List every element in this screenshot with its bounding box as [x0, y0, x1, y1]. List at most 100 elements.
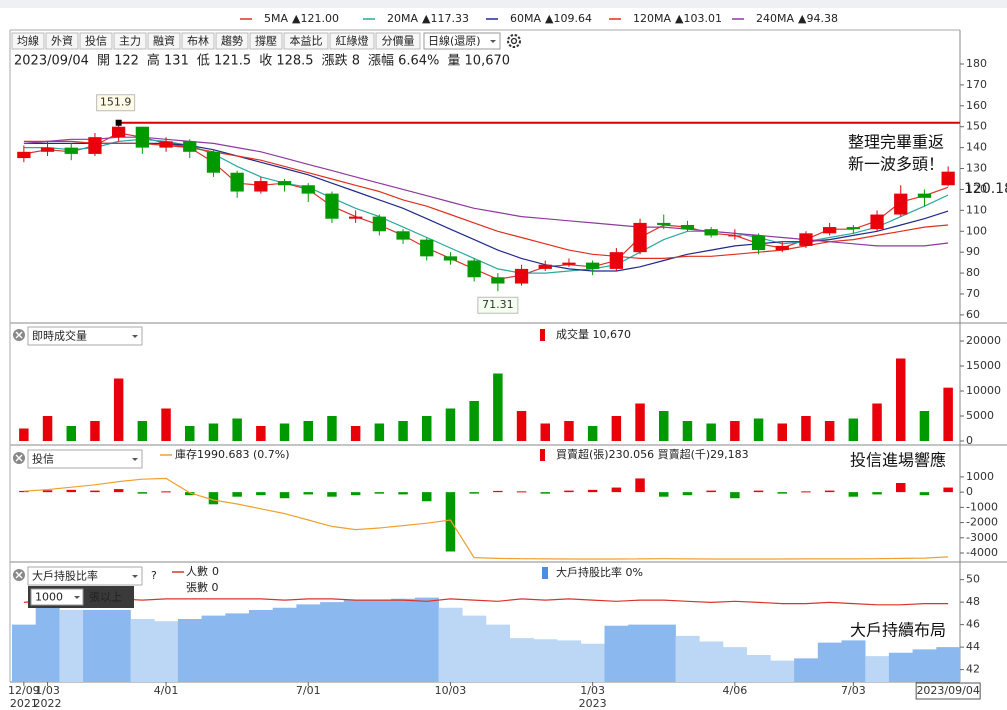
holding-bar — [272, 607, 297, 682]
net-buy-bar — [350, 492, 361, 496]
net-buy-bar — [161, 491, 171, 493]
toolbar-button[interactable] — [11, 32, 45, 50]
volume-bar — [682, 421, 693, 441]
legend-swatch — [540, 449, 545, 461]
x-tick-label: 4/06 — [722, 684, 747, 697]
volume-bar — [398, 421, 408, 441]
candle-body — [680, 224, 695, 230]
period-dropdown[interactable] — [423, 32, 501, 50]
y-tick-label: 50 — [966, 573, 980, 586]
toolbar-button[interactable] — [79, 32, 113, 50]
threshold-value: 1000 — [35, 591, 63, 604]
candle-body — [657, 222, 671, 225]
net-buy-bar — [66, 489, 76, 493]
x-tick-label: 2023/09/04 — [916, 684, 979, 697]
volume-bar — [303, 421, 313, 441]
holding-bar — [225, 613, 250, 682]
threshold-dropdown[interactable] — [30, 588, 84, 606]
period-dropdown-label: 日線(還原) — [428, 34, 481, 48]
toolbar-button-label: 趨勢 — [221, 34, 243, 48]
volume-bar — [516, 411, 527, 441]
toolbar-button[interactable] — [329, 32, 375, 50]
toolbar-button-label: 外資 — [51, 35, 73, 48]
x-tick-label: 7/01 — [296, 684, 321, 697]
legend-value: 1990.683 (0.7%) — [197, 448, 290, 461]
y-tick-label: 150 — [966, 120, 987, 133]
toolbar-button[interactable] — [215, 32, 249, 50]
net-buy-bar — [611, 487, 622, 493]
extra-legend: 張數 0 — [186, 581, 219, 594]
indicator-dropdown[interactable] — [27, 566, 143, 586]
holding-bar — [12, 624, 36, 682]
gear-teeth — [507, 34, 521, 48]
quote-item: 收 128.5 — [259, 54, 313, 69]
holding-bar — [130, 619, 155, 682]
legend-value: ▲94.38 — [798, 12, 838, 25]
volume-bar — [540, 423, 550, 441]
moving-average-line — [23, 138, 949, 274]
volume-bar — [919, 411, 930, 441]
help-icon[interactable]: ? — [151, 569, 157, 582]
volume-bar — [90, 421, 100, 441]
net-buy-bar — [185, 492, 195, 496]
legend-name: 240MA — [756, 12, 794, 25]
volume-bar — [185, 426, 195, 441]
y-tick-label: 60 — [966, 308, 980, 321]
toolbar-button[interactable] — [147, 32, 181, 50]
net-buy-bar — [896, 483, 906, 493]
dropdown-arrow — [74, 596, 80, 599]
candle-body — [894, 193, 908, 215]
indicator-dropdown[interactable] — [27, 449, 143, 469]
x-tick-label: 1/03 2022 — [34, 684, 62, 710]
settings-icon[interactable] — [507, 34, 521, 48]
candle-body — [40, 147, 55, 152]
volume-legend: 成交量 10,670 — [556, 327, 631, 341]
indicator-dropdown[interactable] — [27, 326, 143, 346]
volume-bar — [422, 416, 432, 441]
y-tick-label: 170 — [966, 78, 987, 91]
volume-bar — [848, 418, 859, 441]
toolbar-button[interactable] — [181, 32, 215, 50]
volume-bar — [374, 423, 385, 441]
holding-bar — [580, 643, 605, 682]
annotation: 新一波多頭！ — [848, 155, 944, 174]
toolbar-button[interactable] — [249, 32, 283, 50]
legend-swatch — [542, 567, 548, 579]
holding-bar — [888, 652, 913, 682]
holding-bar — [936, 647, 961, 682]
candle-body — [396, 231, 410, 240]
close-cross — [15, 454, 23, 462]
x-tick-label: 4/01 — [154, 684, 179, 697]
volume-bar — [256, 426, 266, 441]
toolbar-button[interactable] — [45, 32, 79, 50]
candle-body — [64, 147, 78, 154]
candle-body — [704, 229, 718, 236]
toolbar-button[interactable] — [113, 32, 147, 50]
net-buy-bar — [137, 492, 148, 494]
volume-bar — [445, 408, 456, 441]
legend-value: ▲121.00 — [292, 12, 339, 25]
holding-legend: 大戶持股比率 0% — [556, 565, 643, 579]
y-tick-label: 90 — [966, 245, 980, 258]
volume-bar — [208, 423, 219, 441]
y-tick-label: 42 — [966, 663, 980, 676]
high-label-box — [96, 94, 136, 112]
candle-body — [846, 227, 860, 230]
legend-value: ▲109.64 — [545, 12, 592, 25]
gear-hub — [510, 37, 518, 45]
low-label: 71.31 — [482, 298, 514, 311]
quote-item: 量 10,670 — [447, 54, 510, 69]
toolbar-button[interactable] — [375, 32, 421, 50]
volume-bar — [469, 401, 479, 441]
holding-bar — [106, 610, 131, 682]
candle-body — [17, 151, 31, 159]
high-label: 151.9 — [100, 96, 132, 109]
toolbar-button[interactable] — [283, 32, 329, 50]
net-buy-bar — [516, 491, 527, 493]
moving-average-line — [23, 136, 949, 247]
toolbar-button-label: 投信 — [85, 34, 107, 48]
net-buy-bar — [540, 492, 550, 494]
holding-bar — [438, 607, 463, 682]
net-buy-bar — [777, 492, 787, 494]
net-buy-bar — [113, 489, 124, 493]
